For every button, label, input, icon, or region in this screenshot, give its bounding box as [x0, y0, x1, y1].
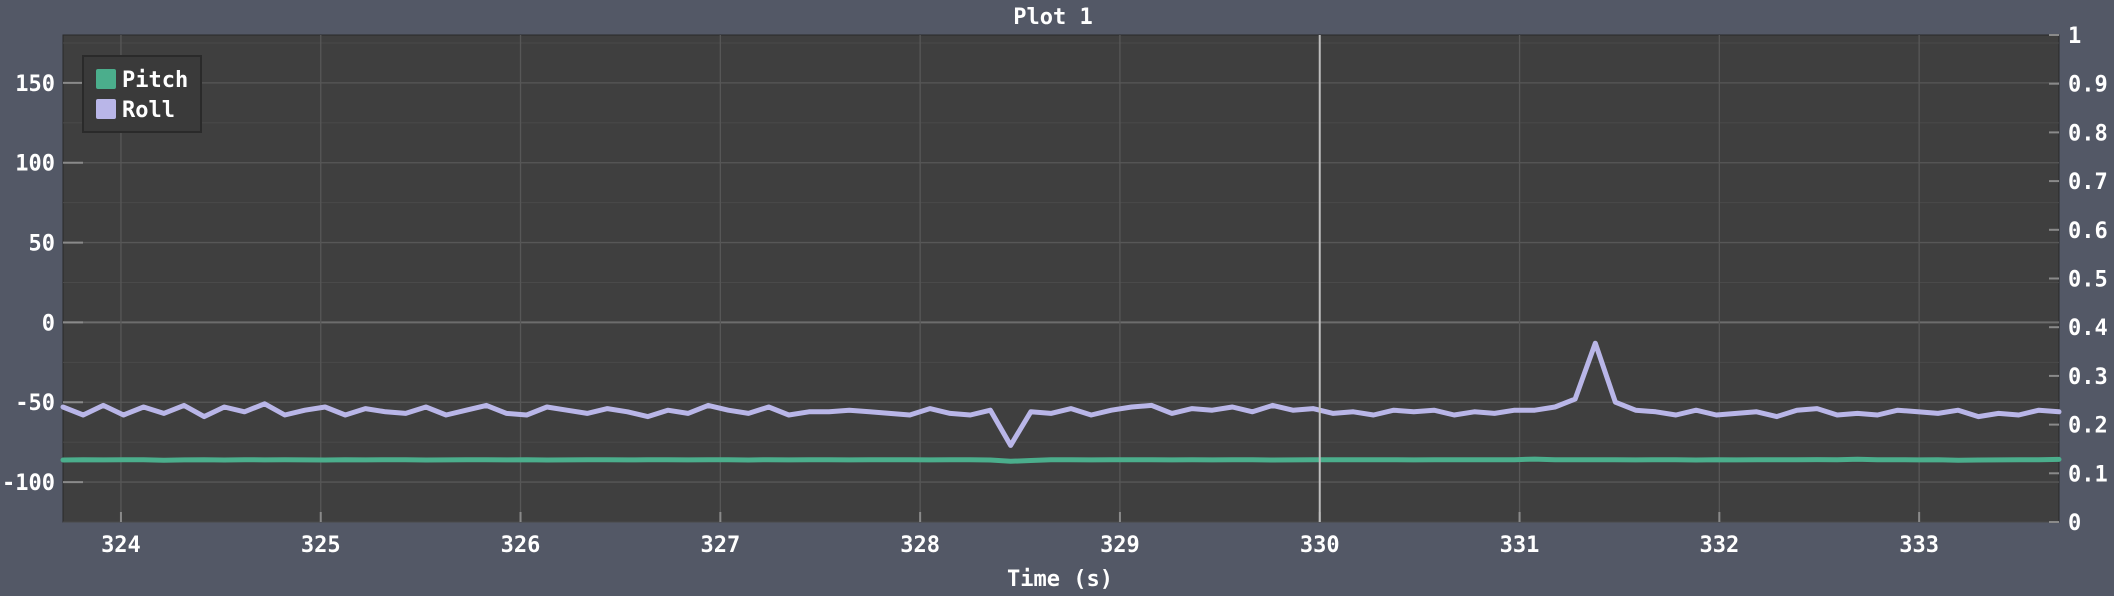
plot-area[interactable] — [62, 34, 2060, 523]
y2-tick-label: 0.4 — [2068, 316, 2108, 341]
y2-tick-label: 0.3 — [2068, 365, 2108, 390]
series-line-pitch — [60, 456, 2062, 464]
series-layer — [60, 340, 2062, 464]
x-tick-label: 330 — [1300, 533, 1340, 558]
y-tick-label: 100 — [15, 152, 55, 177]
x-tick-label: 332 — [1699, 533, 1739, 558]
y2-tick-label: 0 — [2068, 511, 2081, 536]
y-tick-label: -100 — [2, 471, 55, 496]
legend-item-pitch[interactable]: Pitch — [96, 68, 188, 93]
legend-box — [82, 55, 202, 133]
x-tick-label: 326 — [501, 533, 541, 558]
y-tick-label: 0 — [42, 311, 55, 336]
y2-tick-label: 0.8 — [2068, 121, 2108, 146]
grid-lines — [63, 35, 2059, 523]
legend-swatch-pitch — [96, 69, 116, 89]
series-line-roll — [60, 340, 2062, 448]
x-axis-label: Time (s) — [1007, 567, 1113, 592]
y-tick-label: 50 — [29, 232, 56, 257]
x-tick-label: 324 — [101, 533, 141, 558]
x-tick-label: 333 — [1899, 533, 1939, 558]
y-tick-label: 150 — [15, 72, 55, 97]
x-tick-label: 329 — [1100, 533, 1140, 558]
x-tick-label: 327 — [700, 533, 740, 558]
y2-tick-label: 0.1 — [2068, 462, 2108, 487]
y-axis: 150 100 50 0 -50 -100 — [2, 72, 83, 496]
y2-tick-label: 0.7 — [2068, 170, 2108, 195]
y-tick-label: -50 — [15, 391, 55, 416]
legend-label-roll: Roll — [122, 98, 175, 123]
x-tick-label: 328 — [900, 533, 940, 558]
x-axis: 324 325 326 327 328 329 330 331 332 333 — [101, 512, 1939, 558]
y2-tick-label: 0.5 — [2068, 268, 2108, 293]
x-tick-label: 325 — [301, 533, 341, 558]
y2-axis: 1 0.9 0.8 0.7 0.6 0.5 0.4 0.3 0.2 0.1 0 — [2049, 24, 2108, 536]
legend[interactable]: Pitch Roll — [82, 55, 202, 133]
chart-title: Plot 1 — [1013, 5, 1092, 30]
legend-swatch-roll — [96, 99, 116, 119]
y2-tick-label: 0.2 — [2068, 414, 2108, 439]
legend-item-roll[interactable]: Roll — [96, 98, 175, 123]
y2-tick-label: 1 — [2068, 24, 2081, 49]
legend-label-pitch: Pitch — [122, 68, 188, 93]
x-tick-label: 331 — [1500, 533, 1540, 558]
y2-tick-label: 0.6 — [2068, 219, 2108, 244]
y2-tick-label: 0.9 — [2068, 73, 2108, 98]
